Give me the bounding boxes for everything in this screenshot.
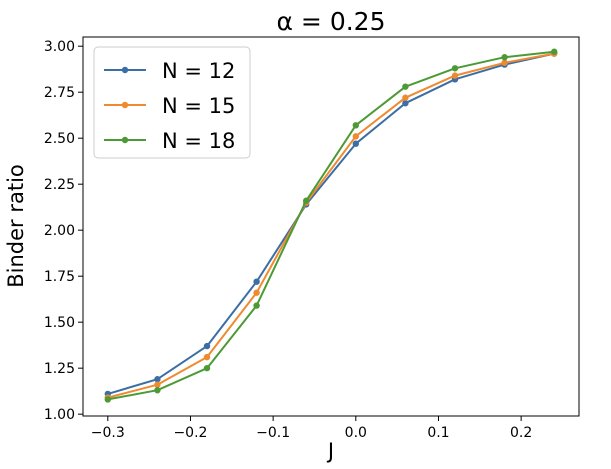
y-tick-label: 1.00 [44, 407, 75, 423]
data-point [203, 342, 211, 350]
legend: N = 12 N = 15 N = 18 [93, 46, 251, 159]
series-line [107, 52, 555, 395]
data-point [253, 302, 260, 309]
y-axis-label: Binder ratio [4, 164, 28, 288]
data-point [253, 278, 260, 285]
y-tick-label: 1.50 [44, 315, 75, 331]
x-axis-ticks: −0.3 −0.2 −0.1 0.0 0.1 0.2 [91, 416, 532, 441]
y-tick-label: 3.00 [44, 39, 75, 55]
legend-box [93, 46, 251, 159]
data-point [154, 376, 161, 383]
data-point [203, 364, 211, 372]
plot-frame [82, 36, 580, 417]
legend-label: N = 15 [162, 94, 235, 118]
series-layer [104, 48, 558, 403]
x-tick-label: 0.2 [510, 425, 532, 441]
x-axis-label: J [326, 439, 334, 463]
data-point [104, 396, 112, 403]
y-tick-label: 2.50 [44, 131, 75, 147]
data-point [402, 100, 409, 107]
data-point [501, 54, 508, 61]
x-tick-label: −0.2 [173, 425, 207, 441]
data-point [352, 133, 359, 140]
chart-title: α = 0.25 [277, 7, 386, 36]
y-tick-label: 2.75 [44, 85, 75, 101]
series-line [107, 50, 555, 401]
x-tick-label: 0.1 [427, 425, 449, 441]
legend-label: N = 18 [162, 129, 235, 153]
data-point [303, 197, 310, 204]
data-point [203, 353, 211, 361]
legend-marker [121, 101, 129, 109]
y-tick-label: 2.00 [44, 223, 75, 239]
legend-marker [121, 66, 129, 74]
x-tick-label: −0.1 [256, 425, 290, 441]
y-axis-ticks: 1.00 1.25 1.50 1.75 2.00 2.25 2.50 2.75 3.00 [44, 39, 83, 423]
data-point [551, 48, 558, 55]
data-point [352, 140, 359, 147]
data-point [154, 381, 161, 388]
series-line [107, 52, 555, 399]
data-point [352, 122, 359, 129]
legend-marker [121, 136, 129, 144]
data-point [451, 65, 459, 72]
data-point [451, 72, 459, 79]
data-point [402, 94, 409, 101]
legend-label: N = 12 [162, 59, 235, 83]
y-tick-label: 2.25 [44, 177, 75, 193]
series-3 [104, 48, 558, 403]
x-tick-label: −0.3 [91, 425, 125, 441]
y-tick-label: 1.75 [44, 269, 75, 285]
data-point [402, 83, 409, 90]
data-point [501, 59, 508, 66]
x-tick-label: 0.0 [345, 425, 367, 441]
data-point [253, 289, 260, 296]
data-point [154, 387, 161, 394]
y-tick-label: 1.25 [44, 361, 75, 377]
